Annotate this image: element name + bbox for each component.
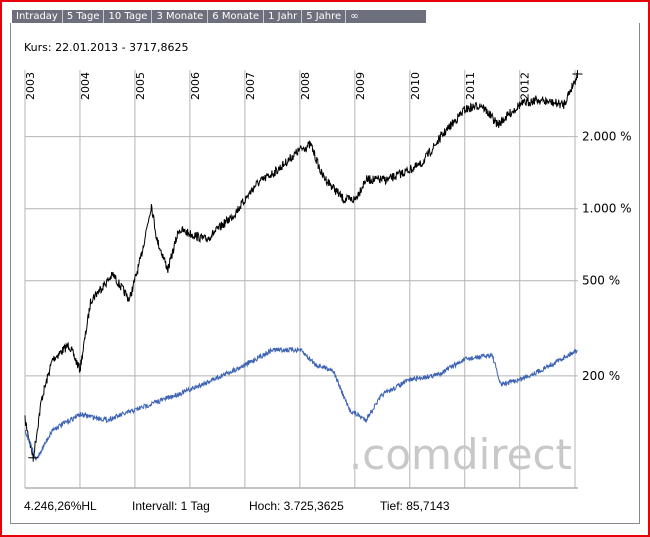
value-label: 200 % bbox=[582, 369, 620, 383]
year-label: 2007 bbox=[244, 72, 257, 100]
year-label: 2009 bbox=[354, 72, 367, 100]
tab-0[interactable]: Intraday bbox=[12, 10, 63, 23]
year-label: 2004 bbox=[79, 72, 92, 100]
quote-label: Kurs: 22.01.2013 - 3717,8625 bbox=[24, 41, 189, 54]
footer-high: Hoch: 3.725,3625 bbox=[249, 499, 344, 513]
tab-7[interactable]: ∞ bbox=[350, 11, 359, 22]
value-label: 500 % bbox=[582, 274, 620, 288]
year-label: 2010 bbox=[409, 72, 422, 100]
tab-1[interactable]: 5 Tage bbox=[63, 10, 105, 23]
year-label: 2012 bbox=[519, 72, 532, 100]
footer-change: 4.246,26%HL bbox=[24, 499, 97, 513]
period-tabs: Intraday 5 Tage 10 Tage 3 Monate 6 Monate 1 J… bbox=[12, 10, 426, 23]
footer-interval: Intervall: 1 Tag bbox=[132, 499, 210, 513]
tab-4[interactable]: 6 Monate bbox=[208, 10, 265, 23]
chart-panel bbox=[10, 23, 640, 524]
high-marker bbox=[572, 70, 583, 78]
tab-6[interactable]: 5 Jahre bbox=[302, 10, 347, 23]
value-label: 2.000 % bbox=[582, 130, 632, 144]
year-label: 2011 bbox=[464, 72, 477, 100]
footer-low: Tief: 85,7143 bbox=[380, 499, 450, 513]
year-label: 2005 bbox=[134, 72, 147, 100]
series-line-benchmark bbox=[24, 346, 578, 461]
series-line-kurs bbox=[24, 72, 578, 460]
value-label: 1.000 % bbox=[582, 202, 632, 216]
tab-3[interactable]: 3 Monate bbox=[152, 10, 209, 23]
low-marker bbox=[28, 453, 39, 462]
year-label: 2006 bbox=[189, 72, 202, 100]
tab-5[interactable]: 1 Jahr bbox=[264, 10, 303, 23]
year-label: 2003 bbox=[24, 72, 37, 100]
year-label: 2008 bbox=[299, 72, 312, 100]
tab-2[interactable]: 10 Tage bbox=[104, 10, 153, 23]
comdirect-watermark: .comdirect bbox=[349, 430, 572, 479]
